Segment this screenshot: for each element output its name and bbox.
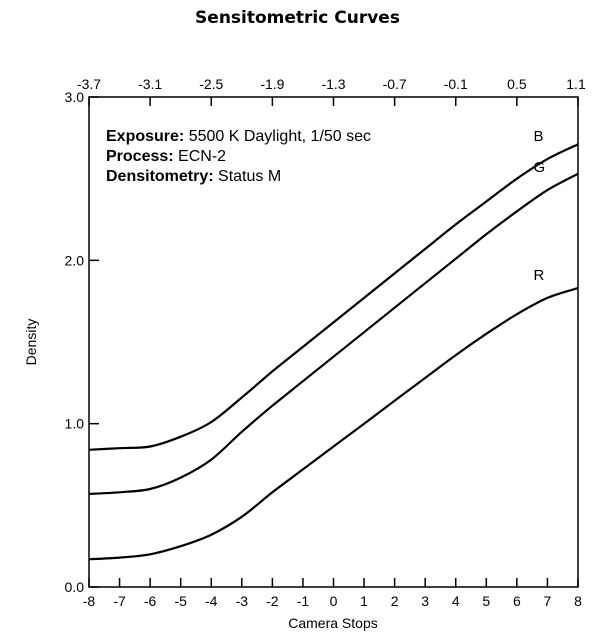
annotation-densitometry-value: Status M xyxy=(214,168,282,185)
top-tick-label: -0.1 xyxy=(444,76,468,92)
y-tick-label: 2.0 xyxy=(65,252,85,268)
series-label-g: G xyxy=(533,159,545,176)
x-tick-label: 8 xyxy=(574,593,582,609)
x-tick-label: 3 xyxy=(421,593,429,609)
x-tick-label: 4 xyxy=(452,593,460,609)
y-tick-label: 1.0 xyxy=(65,416,85,432)
annotation-exposure: Exposure: 5500 K Daylight, 1/50 sec xyxy=(106,128,371,145)
x-tick-label: -7 xyxy=(113,593,126,609)
annotation-process-key: Process: xyxy=(106,148,174,165)
top-tick-label: -1.9 xyxy=(260,76,284,92)
annotation-block: Exposure: 5500 K Daylight, 1/50 sec Proc… xyxy=(106,128,371,185)
series-labels: BG R xyxy=(533,128,545,284)
series-label-b: B xyxy=(533,128,543,145)
x-tick-label: -5 xyxy=(174,593,187,609)
x-tick-label: -2 xyxy=(266,593,279,609)
bottom-axis-ticks: -8 -7 -6 -5 -4 -3 -2 -1 0 1 2 3 4 5 6 7 8 xyxy=(83,578,582,609)
x-axis-title: Camera Stops xyxy=(288,615,377,631)
x-tick-label: 6 xyxy=(513,593,521,609)
series-line-b xyxy=(88,143,579,451)
x-tick-label: 0 xyxy=(330,593,338,609)
x-tick-label: -1 xyxy=(297,593,310,609)
top-tick-label: 1.1 xyxy=(566,76,586,92)
series-line-r xyxy=(88,287,579,561)
x-tick-label: -4 xyxy=(205,593,218,609)
y-tick-label: 3.0 xyxy=(65,89,85,105)
top-tick-label: -3.7 xyxy=(77,76,101,92)
top-tick-label: -1.3 xyxy=(321,76,345,92)
annotation-exposure-key: Exposure: xyxy=(106,128,184,145)
y-tick-label: 0.0 xyxy=(65,579,85,595)
chart-title: Sensitometric Curves xyxy=(195,8,400,28)
series-line-g xyxy=(88,172,579,495)
x-tick-label: 5 xyxy=(482,593,490,609)
x-tick-label: 7 xyxy=(544,593,552,609)
x-tick-label: 1 xyxy=(360,593,368,609)
x-tick-label: -8 xyxy=(83,593,96,609)
annotation-process-value: ECN-2 xyxy=(174,148,227,165)
x-tick-label: 2 xyxy=(391,593,399,609)
left-axis-ticks: 0.0 1.0 2.0 3.0 xyxy=(65,89,99,595)
y-axis-title: Density xyxy=(23,319,39,366)
x-tick-label: -6 xyxy=(144,593,157,609)
top-tick-label: 0.5 xyxy=(507,76,527,92)
series-lines xyxy=(88,143,579,561)
x-tick-label: -3 xyxy=(236,593,249,609)
annotation-exposure-value: 5500 K Daylight, 1/50 sec xyxy=(184,128,371,145)
annotation-densitometry-key: Densitometry: xyxy=(106,168,214,185)
top-tick-label: -0.7 xyxy=(383,76,407,92)
annotation-densitometry: Densitometry: Status M xyxy=(106,168,281,185)
series-label-r: R xyxy=(533,267,544,284)
top-axis-ticks: -3.7 -3.1 -2.5 -1.9 -1.3 -0.7 -0.1 0.5 1.1 xyxy=(77,76,586,106)
top-tick-label: -2.5 xyxy=(199,76,223,92)
top-tick-label: -3.1 xyxy=(138,76,162,92)
annotation-process: Process: ECN-2 xyxy=(106,148,226,165)
